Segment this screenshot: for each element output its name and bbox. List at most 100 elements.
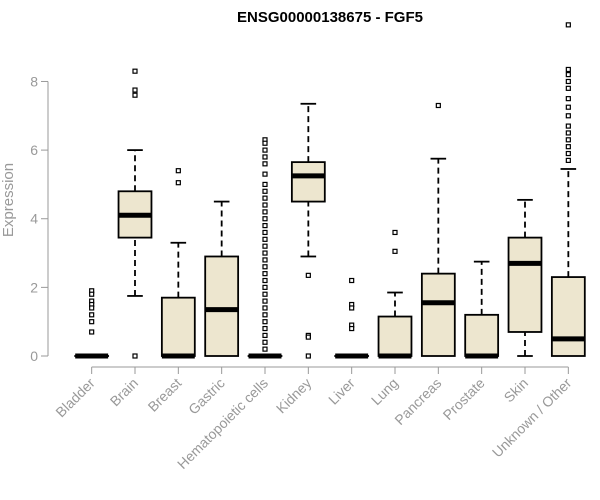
y-tick-label: 2 [30, 279, 38, 295]
box-breast [160, 168, 196, 359]
outlier-point [89, 329, 95, 335]
boxes-group [74, 22, 586, 359]
outlier-point [565, 123, 571, 129]
outlier-point [132, 92, 138, 98]
y-tick-label: 4 [30, 211, 38, 227]
x-tick-label: Breast [145, 375, 185, 415]
outlier-point [262, 236, 268, 242]
outlier-point [349, 325, 355, 332]
outlier-point [132, 68, 138, 74]
x-tick-label: Lung [368, 375, 401, 408]
outlier-point [565, 72, 571, 78]
outlier-point [262, 312, 268, 318]
outlier-point [262, 291, 268, 297]
y-tick-label: 8 [30, 73, 38, 89]
outlier-point [262, 346, 268, 352]
outlier-point [262, 264, 268, 270]
box-lung [377, 229, 413, 359]
outlier-point [565, 144, 571, 150]
box-body [507, 236, 543, 333]
outlier-point [262, 319, 268, 325]
box-body [290, 161, 326, 203]
outlier-point [262, 188, 268, 194]
outlier-point [262, 332, 268, 339]
outlier-point [262, 298, 268, 304]
box-body [160, 296, 196, 357]
outlier-point [89, 312, 95, 318]
outlier-point [565, 104, 571, 110]
outlier-point [392, 248, 398, 254]
outlier-point [262, 216, 268, 222]
y-axis-label: Expression [0, 163, 17, 237]
box-unknown-other [550, 22, 586, 357]
outlier-point [435, 102, 441, 109]
outlier-point [262, 277, 268, 284]
x-tick-label: Pancreas [391, 375, 444, 428]
outlier-point [175, 168, 181, 174]
x-tick-label: Brain [107, 375, 141, 409]
box-hematopoietic-cells [247, 137, 283, 359]
box-body [204, 255, 240, 357]
outlier-point [565, 150, 571, 157]
box-brain [117, 68, 153, 359]
box-body [377, 315, 413, 357]
outlier-point [132, 87, 138, 93]
outlier-point [565, 137, 571, 143]
outlier-point [305, 353, 311, 359]
outlier-point [262, 181, 268, 188]
outlier-point [262, 202, 268, 208]
outlier-point [565, 157, 571, 163]
outlier-point [262, 271, 268, 277]
box-body [420, 272, 456, 357]
outlier-point [89, 319, 95, 325]
outlier-point [132, 353, 138, 359]
outlier-point [262, 140, 268, 146]
y-tick-label: 0 [30, 348, 38, 364]
x-tick-label: Gastric [185, 375, 228, 418]
chart-title: ENSG00000138675 - FGF5 [237, 9, 423, 26]
outlier-point [262, 250, 268, 256]
outlier-point [262, 305, 268, 311]
outlier-point [262, 154, 268, 160]
outlier-point [89, 291, 95, 297]
outlier-point [565, 66, 571, 73]
outlier-point [262, 257, 268, 263]
outlier-point [175, 180, 181, 186]
x-tick-label: Skin [501, 375, 532, 406]
outlier-point [262, 209, 268, 215]
outlier-point [262, 243, 268, 249]
box-skin [507, 198, 543, 357]
outlier-point [565, 96, 571, 102]
outlier-point [262, 325, 268, 332]
outlier-point [262, 223, 268, 229]
outlier-point [262, 284, 268, 290]
x-tick-label: Kidney [273, 375, 315, 417]
outlier-point [305, 334, 311, 340]
outlier-point [262, 147, 268, 153]
x-tick-label: Bladder [52, 375, 98, 421]
outlier-point [89, 305, 95, 311]
outlier-point [262, 195, 268, 201]
box-body [464, 313, 500, 357]
outlier-point [262, 171, 268, 177]
outlier-point [262, 339, 268, 345]
outlier-point [565, 85, 571, 91]
box-bladder [74, 288, 110, 359]
box-gastric [204, 200, 240, 357]
outlier-point [565, 113, 571, 119]
outlier-point [565, 130, 571, 136]
outlier-point [565, 78, 571, 85]
outlier-point [565, 22, 571, 28]
box-kidney [290, 102, 326, 359]
outlier-point [349, 277, 355, 284]
outlier-point [392, 229, 398, 236]
x-tick-label: Unknown / Other [489, 375, 575, 461]
box-liver [334, 277, 370, 359]
y-axis: 0 2 4 6 8 [30, 73, 49, 364]
outlier-point [305, 272, 311, 278]
y-tick-label: 6 [30, 142, 38, 158]
outlier-point [262, 229, 268, 236]
x-tick-label: Liver [325, 375, 358, 408]
box-pancreas [420, 102, 456, 357]
